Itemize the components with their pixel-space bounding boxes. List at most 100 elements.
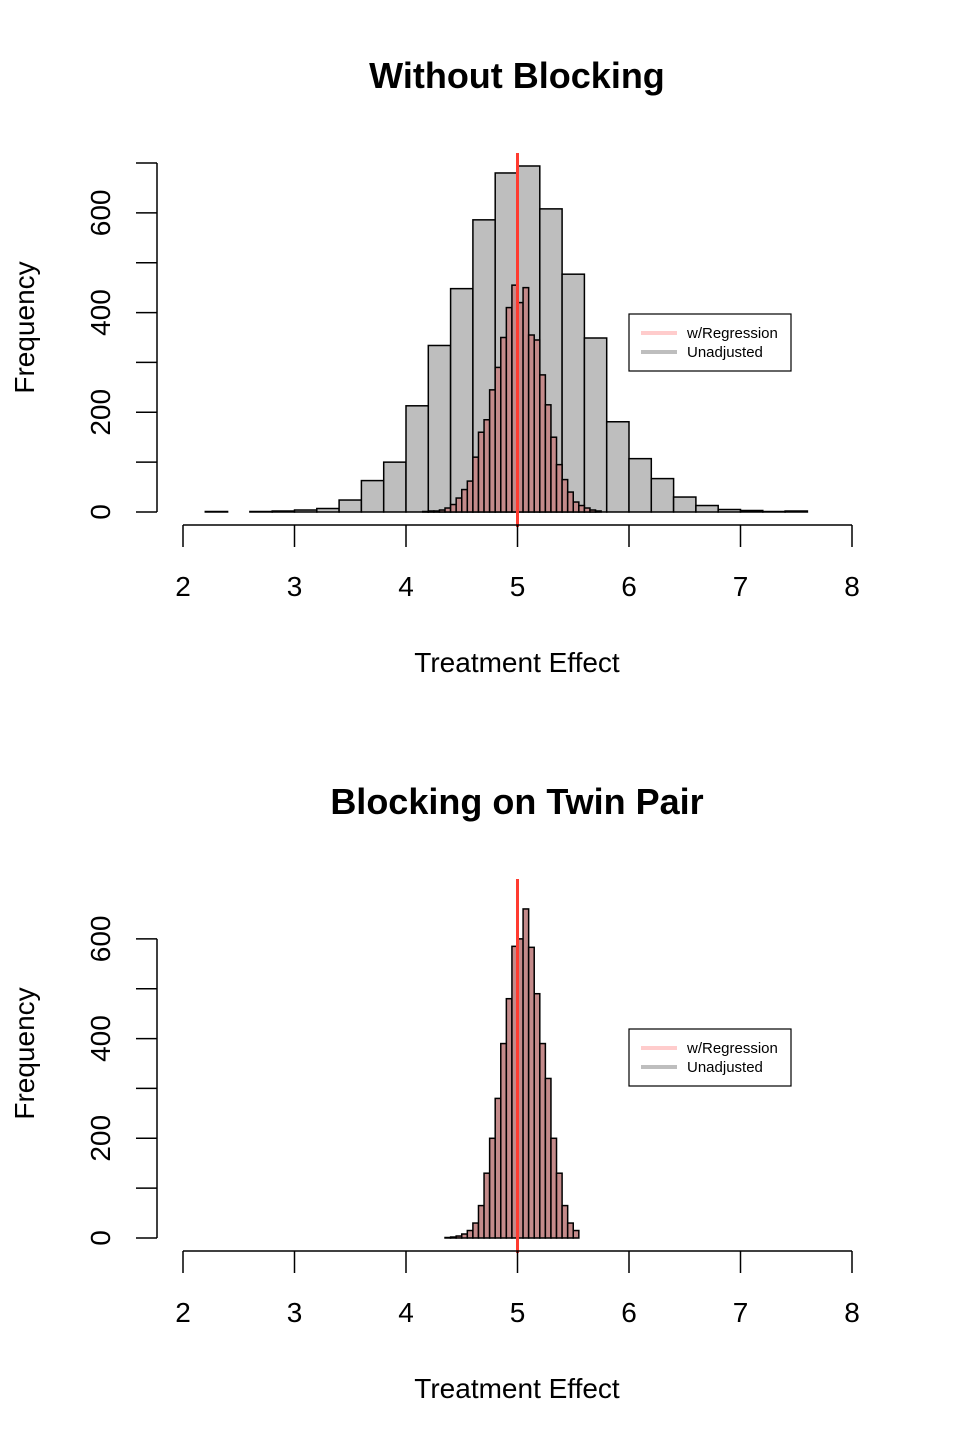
histogram-bar [427,344,452,513]
histogram-bar [555,1172,563,1239]
histogram-bar [494,366,502,513]
histogram-bar [533,992,541,1239]
x-tick-label: 7 [733,1297,749,1328]
histogram-bar [589,509,597,513]
legend-label: Unadjusted [687,344,763,361]
y-tick-label: 600 [85,189,116,236]
x-tick-label: 7 [733,571,749,602]
histogram-bar [455,497,463,513]
histogram-bar [650,477,675,513]
histogram-bar [717,508,742,513]
histogram-bar [583,507,591,513]
histogram-bar [605,421,630,513]
legend: w/Regression Unadjusted [628,313,792,372]
x-tick-label: 6 [621,571,637,602]
x-axis-title: Treatment Effect [414,1373,620,1404]
histogram-bar [555,463,563,513]
histogram-bar [561,1204,569,1239]
y-tick-label: 400 [85,289,116,336]
legend-label: w/Regression [686,325,778,342]
histogram-bar [444,507,452,513]
histogram-bar [522,286,530,513]
histogram-bar [539,1042,547,1239]
chart-title: Blocking on Twin Pair [330,781,703,822]
histogram-bar [566,1222,574,1239]
histogram-bar [572,1229,580,1239]
x-tick-label: 3 [287,1297,303,1328]
histogram-bar [421,510,430,513]
histogram-bar [433,510,441,513]
histogram-bar [628,457,653,513]
histogram-bar [505,997,513,1239]
histogram-bar [293,509,318,513]
histogram-bar [561,273,586,513]
x-tick-label: 3 [287,571,303,602]
histogram-bar [544,404,552,513]
histogram-bar [461,1233,469,1239]
chart-panel-1: Without Blocking 2 3 4 5 6 7 8 Treatment Effect 0… [9,55,860,678]
x-tick-label: 2 [175,1297,191,1328]
legend-label: w/Regression [686,1040,778,1057]
histogram-bar [360,479,385,513]
x-tick-label: 5 [510,571,526,602]
histogram-bar [500,336,508,513]
x-axis: 2 3 4 5 6 7 8 [175,524,860,602]
histogram-bar [382,461,407,513]
x-tick-label: 8 [844,1297,860,1328]
y-tick-label: 200 [85,389,116,436]
histogram-bar [533,339,541,513]
histogram-bar [527,946,535,1239]
x-tick-label: 4 [398,1297,414,1328]
histogram-bar [427,510,435,513]
series-w-regression [444,908,580,1239]
histogram-bar [544,1077,552,1239]
y-axis: 0 200 400 600 [85,162,158,520]
x-tick-label: 4 [398,571,414,602]
histogram-bar [477,1204,485,1239]
histogram-bar [449,1236,457,1239]
histogram-bar [466,480,474,513]
histogram-bar [527,334,535,513]
x-tick-label: 8 [844,571,860,602]
histogram-bar [488,389,496,513]
histogram-bar [583,337,608,513]
series-w-regression [421,284,602,513]
y-tick-label: 0 [85,504,116,520]
histogram-bar [405,405,430,513]
histogram-bar [449,503,457,513]
histogram-bar [449,287,474,513]
histogram-bar [472,1222,480,1239]
histogram-bar [455,1235,463,1239]
histogram-bar [466,1229,474,1239]
x-axis: 2 3 4 5 6 7 8 [175,1250,860,1328]
histogram-bar [572,501,580,513]
legend-box [628,313,792,372]
histogram-bar [561,478,569,513]
histogram-bar [784,510,809,513]
legend-label: Unadjusted [687,1059,763,1076]
y-axis-title: Frequency [9,261,40,393]
histogram-bar [438,509,446,513]
histogram-bar [271,510,296,513]
y-axis: 0 200 400 600 [85,915,158,1246]
x-tick-label: 6 [621,1297,637,1328]
x-tick-label: 5 [510,1297,526,1328]
legend-box [628,1028,792,1087]
histogram-bar [522,908,530,1239]
histogram-bar [500,1042,508,1239]
histogram-bar [483,1172,491,1239]
histogram-bar [461,488,469,513]
histogram-bar [762,510,786,513]
histogram-bar [739,509,764,513]
histogram-bar [483,419,491,513]
histogram-bar [539,374,547,513]
histogram-bar [249,510,273,513]
histogram-bar [672,496,697,513]
chart-title: Without Blocking [369,55,665,96]
x-tick-label: 2 [175,571,191,602]
y-tick-label: 400 [85,1015,116,1062]
histogram-bar [594,510,602,513]
histogram-bar [488,1137,496,1239]
